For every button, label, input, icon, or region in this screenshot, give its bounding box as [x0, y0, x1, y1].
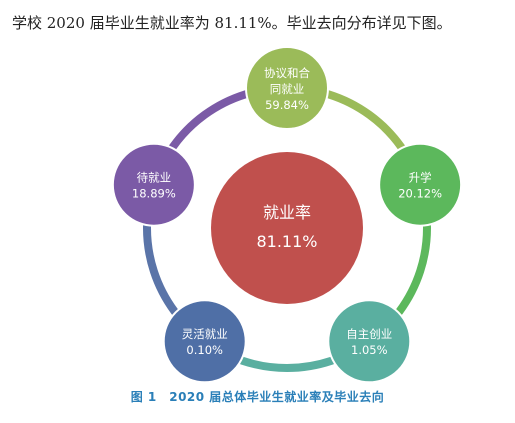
center-label: 就业率 — [263, 203, 311, 222]
node-value: 1.05% — [351, 343, 388, 357]
node-circle — [245, 46, 329, 130]
node-label: 同就业 — [270, 82, 305, 96]
node-label: 自主创业 — [346, 327, 392, 341]
node-label: 灵活就业 — [182, 327, 228, 341]
node-circle — [111, 142, 196, 227]
node-value: 0.10% — [186, 343, 223, 357]
node-further-study: 升学 20.12% — [378, 142, 463, 227]
node-circle — [327, 299, 412, 384]
node-label: 待就业 — [137, 171, 172, 185]
node-label: 协议和合 — [264, 66, 310, 80]
node-awaiting-employment: 待就业 18.89% — [111, 142, 196, 227]
center-circle — [211, 152, 363, 304]
node-self-employment: 自主创业 1.05% — [327, 299, 412, 384]
node-value: 18.89% — [132, 187, 176, 201]
intro-text: 学校 2020 届毕业生就业率为 81.11%。毕业去向分布详见下图。 — [12, 14, 452, 32]
center-value: 81.11% — [256, 232, 317, 251]
figure-caption: 图 1 2020 届总体毕业生就业率及毕业去向 — [130, 390, 385, 404]
node-circle — [162, 299, 247, 384]
node-circle — [378, 142, 463, 227]
node-label: 升学 — [409, 171, 432, 185]
node-value: 20.12% — [398, 187, 442, 201]
node-value: 59.84% — [265, 98, 309, 112]
node-flexible-employment: 灵活就业 0.10% — [162, 299, 247, 384]
